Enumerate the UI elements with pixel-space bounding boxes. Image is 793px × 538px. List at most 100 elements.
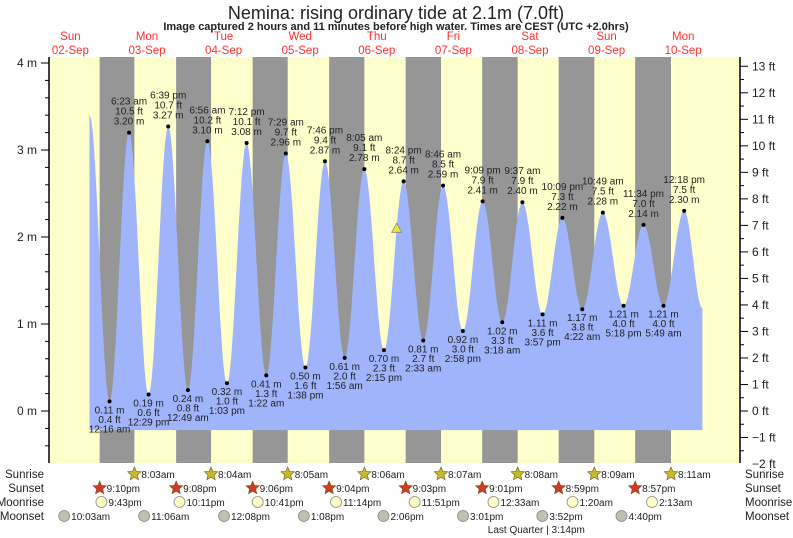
high-tide-ft-label: 7.5 ft <box>673 185 695 196</box>
right-tick-label: 1 ft <box>752 377 769 391</box>
right-tick-label: 10 ft <box>752 139 776 153</box>
moonset-icon <box>218 510 230 522</box>
sunrise-icon <box>126 466 142 481</box>
high-tide-m-label: 3.10 m <box>192 125 223 136</box>
high-tide-m-label: 2.87 m <box>310 145 341 156</box>
high-tide-time-label: 6:56 am <box>189 105 225 116</box>
low-tide-ft-label: 1.0 ft <box>216 397 238 408</box>
low-tide-point <box>185 388 190 393</box>
moonset-time: 10:03am <box>71 512 110 523</box>
high-tide-time-label: 8:46 am <box>425 150 461 161</box>
plot-area <box>49 57 740 463</box>
sunrise-icon <box>433 466 449 481</box>
high-tide-point <box>205 139 210 144</box>
sunset-time: 9:06pm <box>260 484 293 495</box>
day-date-label: 03-Sep <box>128 45 165 57</box>
low-tide-m-label: 1.21 m <box>648 310 679 321</box>
moonset-time: 3:01pm <box>470 512 503 523</box>
low-tide-ft-label: 2.7 ft <box>412 354 434 365</box>
day-name-label: Thu <box>367 31 387 43</box>
high-tide-point <box>283 151 288 156</box>
moonset-row-label-left: Moonset <box>0 511 45 523</box>
moonrise-icon <box>251 496 264 508</box>
moonrise-time: 1:20am <box>580 498 613 509</box>
high-tide-ft-label: 7.5 ft <box>592 187 614 198</box>
day-date-label: 07-Sep <box>435 45 472 57</box>
low-tide-point <box>342 355 347 360</box>
low-tide-time-label: 2:33 am <box>405 364 441 375</box>
low-tide-m-label: 0.70 m <box>369 354 400 365</box>
sunrise-icon <box>510 466 526 481</box>
low-tide-ft-label: 3.0 ft <box>452 344 474 355</box>
sunset-time: 9:03pm <box>413 484 446 495</box>
high-tide-time-label: 6:23 am <box>111 97 147 108</box>
moonrise-icon <box>566 496 579 508</box>
day-date-label: 06-Sep <box>358 45 395 57</box>
moonset-row-label-right: Moonset <box>745 511 790 523</box>
high-tide-time-label: 10:49 am <box>582 177 624 188</box>
sunset-icon <box>474 480 490 495</box>
moonrise-time: 11:51pm <box>422 498 460 509</box>
low-tide-point <box>146 392 151 397</box>
sunset-time: 9:01pm <box>489 484 522 495</box>
high-tide-ft-label: 9.4 ft <box>314 135 336 146</box>
right-tick-label: 4 ft <box>752 298 769 312</box>
low-tide-point <box>264 373 269 378</box>
moonset-time: 1:08pm <box>311 512 344 523</box>
low-tide-ft-label: 3.6 ft <box>531 328 553 339</box>
high-tide-m-label: 2.30 m <box>669 195 700 206</box>
high-tide-ft-label: 10.2 ft <box>194 115 222 126</box>
high-tide-point <box>127 130 132 135</box>
low-tide-m-label: 1.21 m <box>608 310 639 321</box>
low-tide-ft-label: 1.3 ft <box>255 389 277 400</box>
high-tide-m-label: 2.41 m <box>467 185 498 196</box>
sunrise-row-label-right: Sunrise <box>745 469 784 481</box>
sunset-icon <box>321 480 337 495</box>
low-tide-point <box>224 381 229 386</box>
sunrise-time: 8:06am <box>371 470 404 481</box>
low-tide-time-label: 1:38 pm <box>287 391 323 402</box>
high-tide-time-label: 11:34 pm <box>623 189 664 200</box>
sunrise-time: 8:08am <box>525 470 558 481</box>
high-tide-m-label: 2.40 m <box>507 186 538 197</box>
moonrise-time: 10:11pm <box>187 498 225 509</box>
high-tide-m-label: 2.28 m <box>588 197 619 208</box>
moonrise-row-label-left: Moonrise <box>0 497 44 509</box>
low-tide-time-label: 3:57 pm <box>525 337 561 348</box>
low-tide-m-label: 1.11 m <box>528 318 558 329</box>
high-tide-point <box>600 210 605 215</box>
right-tick-label: 13 ft <box>752 59 776 73</box>
left-tick-label: 0 m <box>17 404 37 418</box>
sunrise-time: 8:03am <box>141 470 174 481</box>
moonset-icon <box>377 510 390 522</box>
high-tide-ft-label: 8.7 ft <box>392 155 414 166</box>
moonset-icon <box>615 510 628 522</box>
low-tide-point <box>303 365 308 370</box>
left-tick-label: 2 m <box>17 230 37 244</box>
moonset-time: 4:40pm <box>628 512 661 523</box>
moonrise-row-label-right: Moonrise <box>745 497 792 509</box>
high-tide-point <box>560 215 565 220</box>
chart-subtitle: Image captured 2 hours and 11 minutes be… <box>163 21 629 33</box>
right-tick-label: 0 ft <box>752 404 769 418</box>
low-tide-point <box>661 303 666 308</box>
low-tide-time-label: 12:16 am <box>89 424 131 435</box>
low-tide-time-label: 12:49 am <box>167 413 209 424</box>
high-tide-m-label: 3.27 m <box>153 111 184 122</box>
day-name-label: Fri <box>447 31 460 43</box>
moonrise-time: 2:13am <box>659 498 692 509</box>
low-tide-time-label: 12:29 pm <box>128 417 170 428</box>
high-tide-point <box>641 222 646 227</box>
day-date-label: 04-Sep <box>205 45 242 57</box>
moonrise-time: 11:14pm <box>343 498 381 509</box>
sunrise-icon <box>356 466 372 481</box>
right-tick-label: −2 ft <box>752 457 776 471</box>
moonrise-time: 9:43pm <box>108 498 141 509</box>
low-tide-time-label: 3:18 am <box>484 345 520 356</box>
low-tide-point <box>540 312 545 317</box>
low-tide-m-label: 1.02 m <box>487 326 518 337</box>
high-tide-point <box>244 141 249 146</box>
high-tide-point <box>682 208 687 213</box>
